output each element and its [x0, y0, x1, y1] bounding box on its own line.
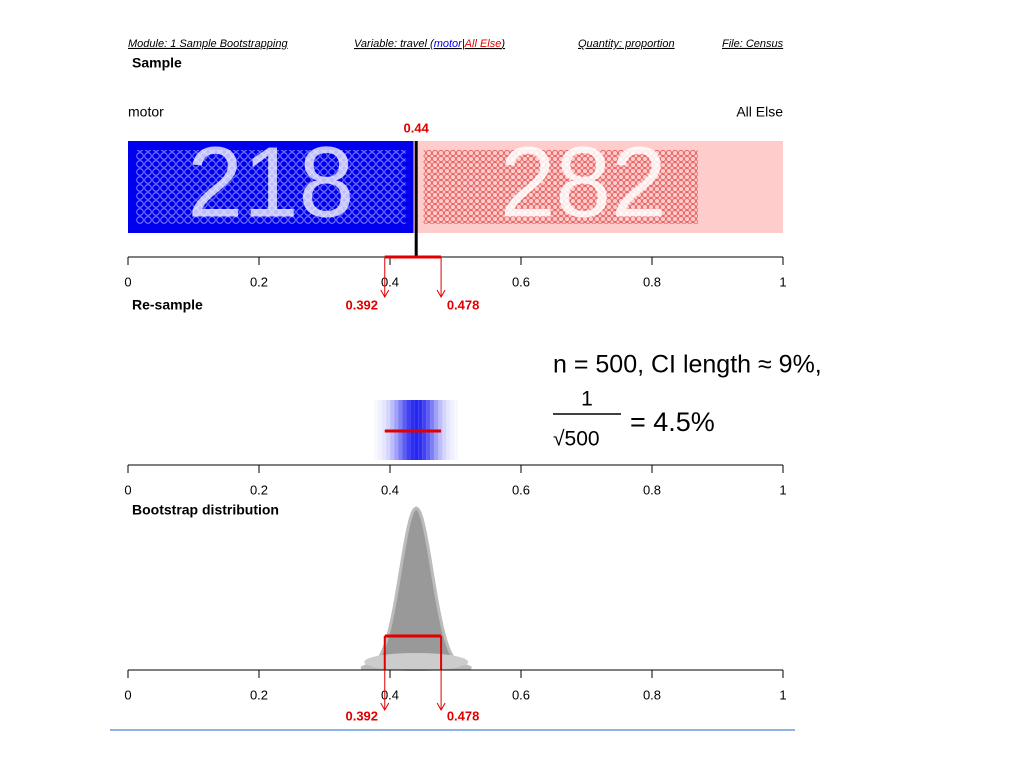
x-tick-label: 0 — [124, 687, 131, 702]
panel-title: Sample — [132, 55, 182, 71]
header: Module: 1 Sample Bootstrapping Variable:… — [128, 38, 784, 50]
variable: Variable: travel (motor|All Else) — [354, 38, 505, 50]
x-tick-label: 0 — [124, 274, 131, 289]
level-label: motor — [128, 104, 164, 120]
ci-label: 0.478 — [447, 297, 480, 312]
count-label: 282 — [500, 126, 667, 238]
level: All Else — [464, 38, 502, 50]
ci-label: 0.392 — [345, 708, 378, 723]
arrow-head — [380, 702, 390, 712]
resample-strip — [450, 400, 455, 460]
x-tick-label: 0 — [124, 482, 131, 497]
arrow-head — [436, 289, 446, 299]
x-tick-label: 0.6 — [512, 482, 530, 497]
arrow-head — [436, 702, 446, 712]
bar-dots — [423, 150, 698, 224]
bootstrap-shape — [360, 506, 472, 670]
resample-strip — [374, 400, 378, 460]
separator: | — [462, 38, 465, 50]
result: = 4.5% — [630, 407, 715, 437]
x-tick-label: 1 — [779, 687, 786, 702]
file: File: Census — [722, 38, 784, 50]
resample-strip — [446, 400, 451, 460]
x-tick-label: 0.4 — [381, 687, 399, 702]
resample-strip — [454, 400, 458, 460]
ci-label: 0.392 — [345, 297, 378, 312]
panel-title: Bootstrap distribution — [132, 502, 279, 518]
count-label: 218 — [187, 126, 354, 238]
proportion-label: 0.44 — [404, 120, 430, 135]
x-tick-label: 0.6 — [512, 274, 530, 289]
annotation: n = 500, CI length ≈ 9%, 1 √500 = 4.5% — [553, 351, 822, 451]
panel-title: Re-sample — [132, 297, 203, 313]
quantity: Quantity: proportion — [578, 38, 675, 50]
resample-strip — [382, 400, 387, 460]
x-tick-label: 0.8 — [643, 274, 661, 289]
numerator: 1 — [581, 388, 593, 411]
x-tick-label: 0.8 — [643, 482, 661, 497]
x-tick-label: 0.2 — [250, 482, 268, 497]
resample-strip — [442, 400, 447, 460]
ci-label: 0.478 — [447, 708, 480, 723]
variable-prefix: Variable: travel ( — [354, 38, 435, 50]
denominator: √500 — [553, 428, 600, 451]
x-tick-label: 0.8 — [643, 687, 661, 702]
level-label: All Else — [736, 104, 783, 120]
variable-suffix: ) — [499, 38, 505, 50]
x-tick-label: 0.2 — [250, 687, 268, 702]
x-tick-label: 0.6 — [512, 687, 530, 702]
x-tick-label: 0.4 — [381, 482, 399, 497]
bootstrap-tail — [364, 653, 469, 671]
level: motor — [434, 38, 463, 50]
resample-strip — [378, 400, 383, 460]
x-tick-label: 0.2 — [250, 274, 268, 289]
x-tick-label: 1 — [779, 274, 786, 289]
arrow-head — [380, 289, 390, 299]
module: Module: 1 Sample Bootstrapping — [128, 38, 288, 50]
x-tick-label: 1 — [779, 482, 786, 497]
bar-dots — [136, 150, 406, 224]
annotation-line: n = 500, CI length ≈ 9%, — [553, 351, 822, 379]
x-tick-label: 0.4 — [381, 274, 399, 289]
